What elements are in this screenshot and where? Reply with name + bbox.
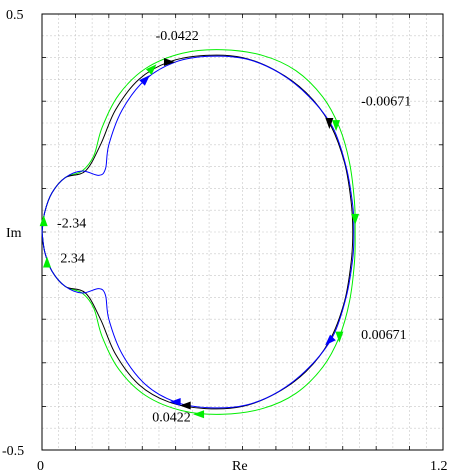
y-tick-label-bottom: -0.5 <box>2 444 24 459</box>
frequency-annotation: 2.34 <box>60 252 85 267</box>
series-curve-2 <box>41 54 354 410</box>
direction-arrow <box>179 401 191 410</box>
y-tick-label-top: 0.5 <box>6 8 24 23</box>
direction-arrow <box>163 57 175 66</box>
annotations: -0.0422 -0.00671 -2.34 2.34 0.00671 0.0422 <box>57 29 411 426</box>
x-axis-label: Re <box>232 459 248 474</box>
series-curve-3 <box>41 55 355 409</box>
frequency-annotation: -0.0422 <box>156 29 199 44</box>
direction-arrow <box>335 331 344 343</box>
direction-arrow <box>43 256 52 268</box>
curves <box>41 49 356 415</box>
direction-arrow <box>325 334 336 346</box>
direction-arrows <box>39 57 360 419</box>
y-axis-label: Im <box>6 226 22 241</box>
frequency-annotation: -0.00671 <box>361 95 411 110</box>
direction-arrow <box>139 75 150 86</box>
axis-ticks <box>41 13 444 451</box>
direction-arrow <box>169 398 181 407</box>
frequency-annotation: 0.0422 <box>152 411 191 426</box>
direction-arrow <box>325 118 334 129</box>
direction-arrow <box>332 120 341 132</box>
direction-arrow <box>145 64 157 75</box>
series-curve-1 <box>41 49 356 415</box>
x-tick-label-right: 1.2 <box>430 459 448 474</box>
grid <box>42 14 443 450</box>
direction-arrow <box>193 410 205 419</box>
direction-arrow <box>351 213 360 225</box>
frequency-annotation: -2.34 <box>57 217 86 232</box>
direction-arrow <box>39 215 48 227</box>
frequency-annotation: 0.00671 <box>361 328 407 343</box>
x-tick-label-left: 0 <box>37 459 44 474</box>
